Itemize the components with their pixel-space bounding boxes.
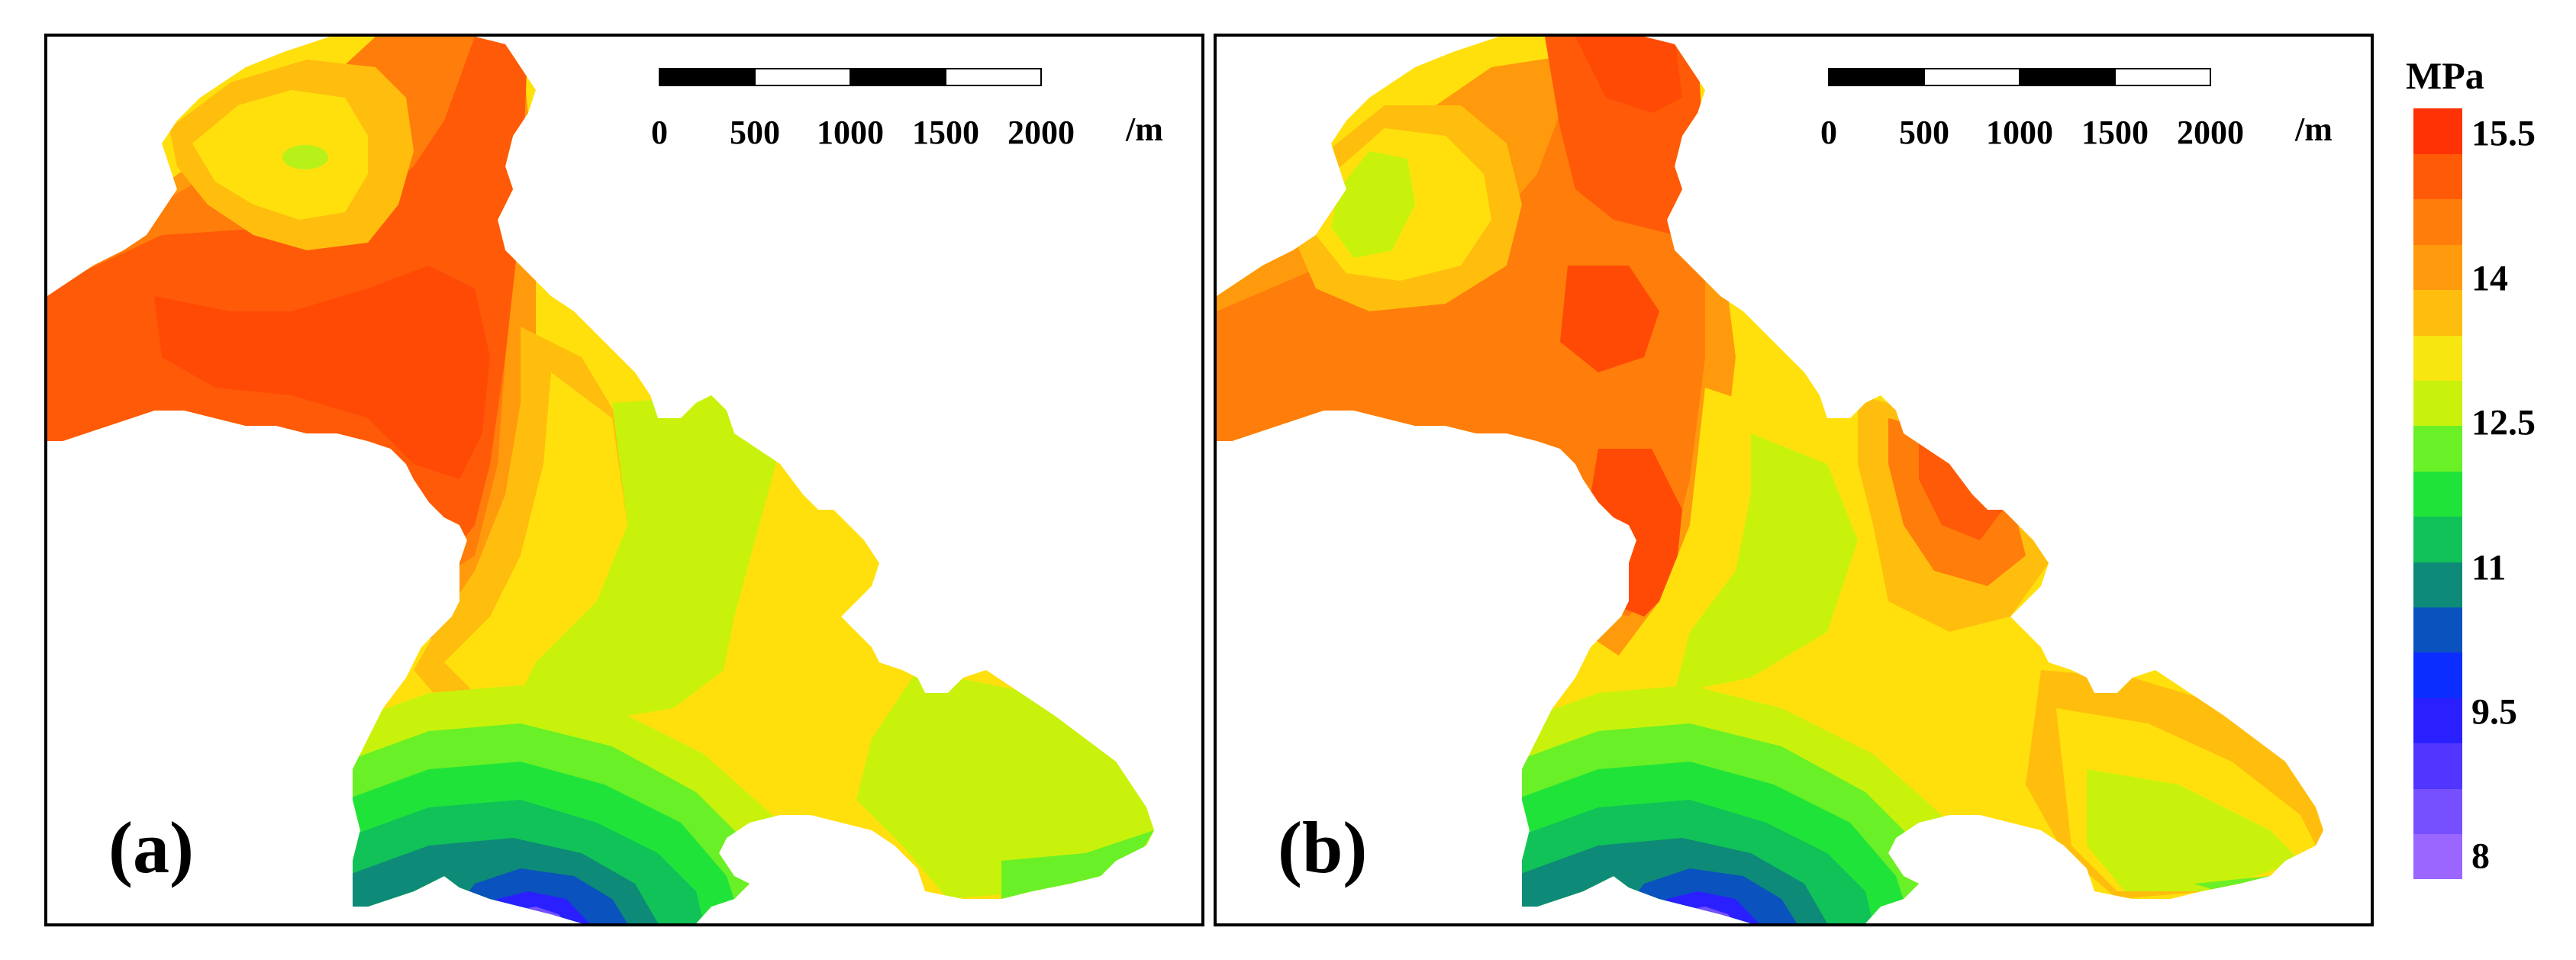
colorbar-segment [2413,380,2462,427]
scale-tick-1500: 1500 [912,114,979,151]
scale-unit: /m [1126,111,1163,148]
colorbar-segment [2413,153,2462,200]
scale-tick-1500: 1500 [2081,114,2149,151]
colorbar-tick-label: 15.5 [2471,113,2536,154]
colorbar-segment [2413,788,2462,835]
scale-tick-2000: 2000 [2177,114,2244,151]
colorbar-segment [2413,562,2462,608]
colorbar-gradient [2413,108,2462,880]
colorbar-tick-label: 12.5 [2471,402,2536,443]
colorbar-segment [2413,516,2462,562]
scale-tick-1000: 1000 [1986,114,2053,151]
stress-contour-map-a [47,37,1154,923]
colorbar-legend: MPa 15.5 14 12.5 11 9.5 8 [2404,53,2572,900]
colorbar-tick-label: 14 [2471,258,2508,299]
panel-label-b: (b) [1278,807,1368,888]
scale-bar-a: 0 500 1000 1500 2000 /m [651,66,1192,172]
colorbar-segment [2413,833,2462,880]
map-panel-a: 0 500 1000 1500 2000 /m (a) [44,34,1204,926]
scale-bar-graphic [659,68,1042,86]
colorbar-segment [2413,335,2462,381]
scale-unit: /m [2295,111,2333,148]
panel-label-a: (a) [108,807,194,888]
colorbar-segment [2413,607,2462,653]
colorbar-segment [2413,743,2462,789]
colorbar-segment [2413,471,2462,517]
colorbar-tick-label: 11 [2471,547,2507,588]
scale-tick-500: 500 [1899,114,1949,151]
scale-tick-0: 0 [651,114,668,151]
scale-tick-500: 500 [730,114,780,151]
stress-contour-map-b [1217,37,2323,923]
colorbar-title: MPa [2406,54,2484,97]
scale-bar-b: 0 500 1000 1500 2000 /m [1820,66,2362,172]
colorbar-tick-label: 8 [2471,836,2490,877]
map-panel-b: 0 500 1000 1500 2000 /m (b) [1214,34,2374,926]
colorbar-tick-label: 9.5 [2471,691,2517,733]
colorbar-segment [2413,425,2462,472]
scale-tick-0: 0 [1820,114,1837,151]
scale-tick-2000: 2000 [1008,114,1075,151]
scale-tick-1000: 1000 [817,114,884,151]
colorbar-segment [2413,244,2462,291]
colorbar-segment [2413,198,2462,245]
colorbar-segment [2413,289,2462,336]
colorbar-segment [2413,697,2462,744]
scale-bar-graphic [1828,68,2211,86]
colorbar-segment [2413,108,2462,154]
colorbar-segment [2413,652,2462,698]
